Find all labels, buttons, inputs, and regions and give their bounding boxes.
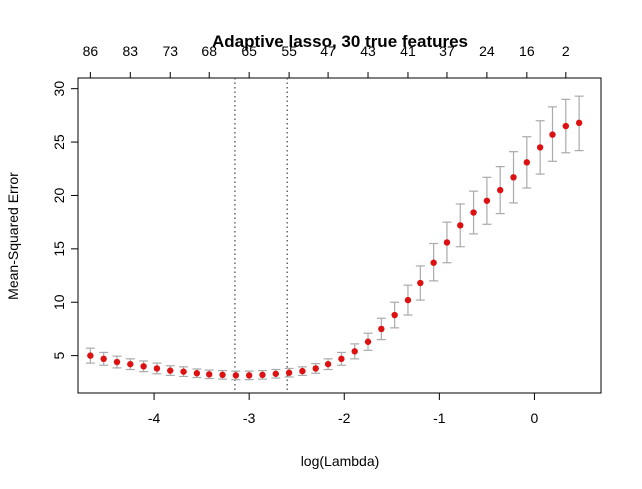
top-tick-label: 73: [162, 43, 178, 59]
data-point: [443, 239, 451, 246]
reference-lines: [234, 78, 288, 393]
chart-title: Adaptive lasso, 30 true features: [212, 32, 468, 51]
data-point: [299, 367, 306, 375]
top-tick-label: 24: [479, 43, 495, 59]
top-tick-label: 2: [562, 43, 570, 59]
data-point: [497, 186, 504, 194]
top-tick-label: 43: [360, 43, 376, 59]
top-tick-label: 41: [400, 43, 416, 59]
data-point: [100, 355, 107, 363]
data-point: [510, 174, 517, 181]
y-axis-label: Mean-Squared Error: [5, 172, 21, 300]
data-point: [378, 325, 385, 333]
top-tick-label: 47: [320, 43, 336, 59]
x-tick-label: -2: [338, 410, 351, 426]
data-point: [404, 296, 412, 304]
data-point: [153, 365, 161, 372]
data-point: [193, 370, 201, 377]
data-points: [87, 119, 583, 379]
data-point: [562, 122, 570, 130]
data-point: [338, 355, 345, 363]
data-point: [523, 159, 531, 166]
data-point: [113, 358, 121, 366]
data-point: [219, 371, 226, 379]
data-point: [575, 119, 583, 127]
data-point: [324, 360, 332, 368]
top-axis: 86 83 73 68 65 55 47 43 41 37 24 16 2: [83, 43, 570, 78]
x-tick-label: -4: [148, 410, 161, 426]
data-point: [417, 279, 424, 287]
top-tick-label: 83: [123, 43, 139, 59]
data-point: [285, 369, 293, 376]
data-point: [272, 370, 279, 377]
data-point: [536, 144, 544, 151]
y-tick-label: 10: [51, 294, 67, 310]
top-tick-label: 37: [439, 43, 455, 59]
data-point: [167, 367, 174, 374]
x-axis-label: log(Lambda): [301, 453, 380, 469]
data-point: [351, 348, 358, 355]
top-tick-label: 65: [241, 43, 257, 59]
data-point: [391, 311, 398, 319]
data-point: [364, 338, 372, 345]
x-tick-label: -1: [433, 410, 446, 426]
data-point: [180, 368, 187, 375]
y-tick-label: 25: [51, 134, 67, 150]
y-tick-label: 15: [51, 241, 67, 257]
data-point: [312, 365, 319, 372]
y-axis: 5 10 15 20 25 30: [51, 81, 79, 360]
top-tick-label: 86: [83, 43, 99, 59]
data-point: [483, 197, 491, 204]
data-point: [470, 209, 477, 216]
data-point: [457, 222, 464, 229]
data-point: [206, 371, 213, 378]
top-tick-label: 55: [281, 43, 297, 59]
x-tick-label: 0: [531, 410, 539, 426]
x-axis: -4 -3 -2 -1 0: [148, 392, 539, 426]
data-point: [232, 372, 240, 379]
data-point: [87, 352, 94, 359]
data-point: [430, 259, 437, 266]
y-tick-label: 20: [51, 187, 67, 203]
data-point: [245, 372, 253, 379]
top-tick-label: 68: [201, 43, 217, 59]
top-tick-label: 16: [519, 43, 535, 59]
data-point: [549, 131, 556, 138]
data-point: [140, 363, 147, 370]
data-point: [259, 371, 266, 379]
y-tick-label: 5: [51, 352, 67, 360]
y-tick-label: 30: [51, 81, 67, 97]
x-tick-label: -3: [243, 410, 256, 426]
data-point: [127, 360, 134, 368]
